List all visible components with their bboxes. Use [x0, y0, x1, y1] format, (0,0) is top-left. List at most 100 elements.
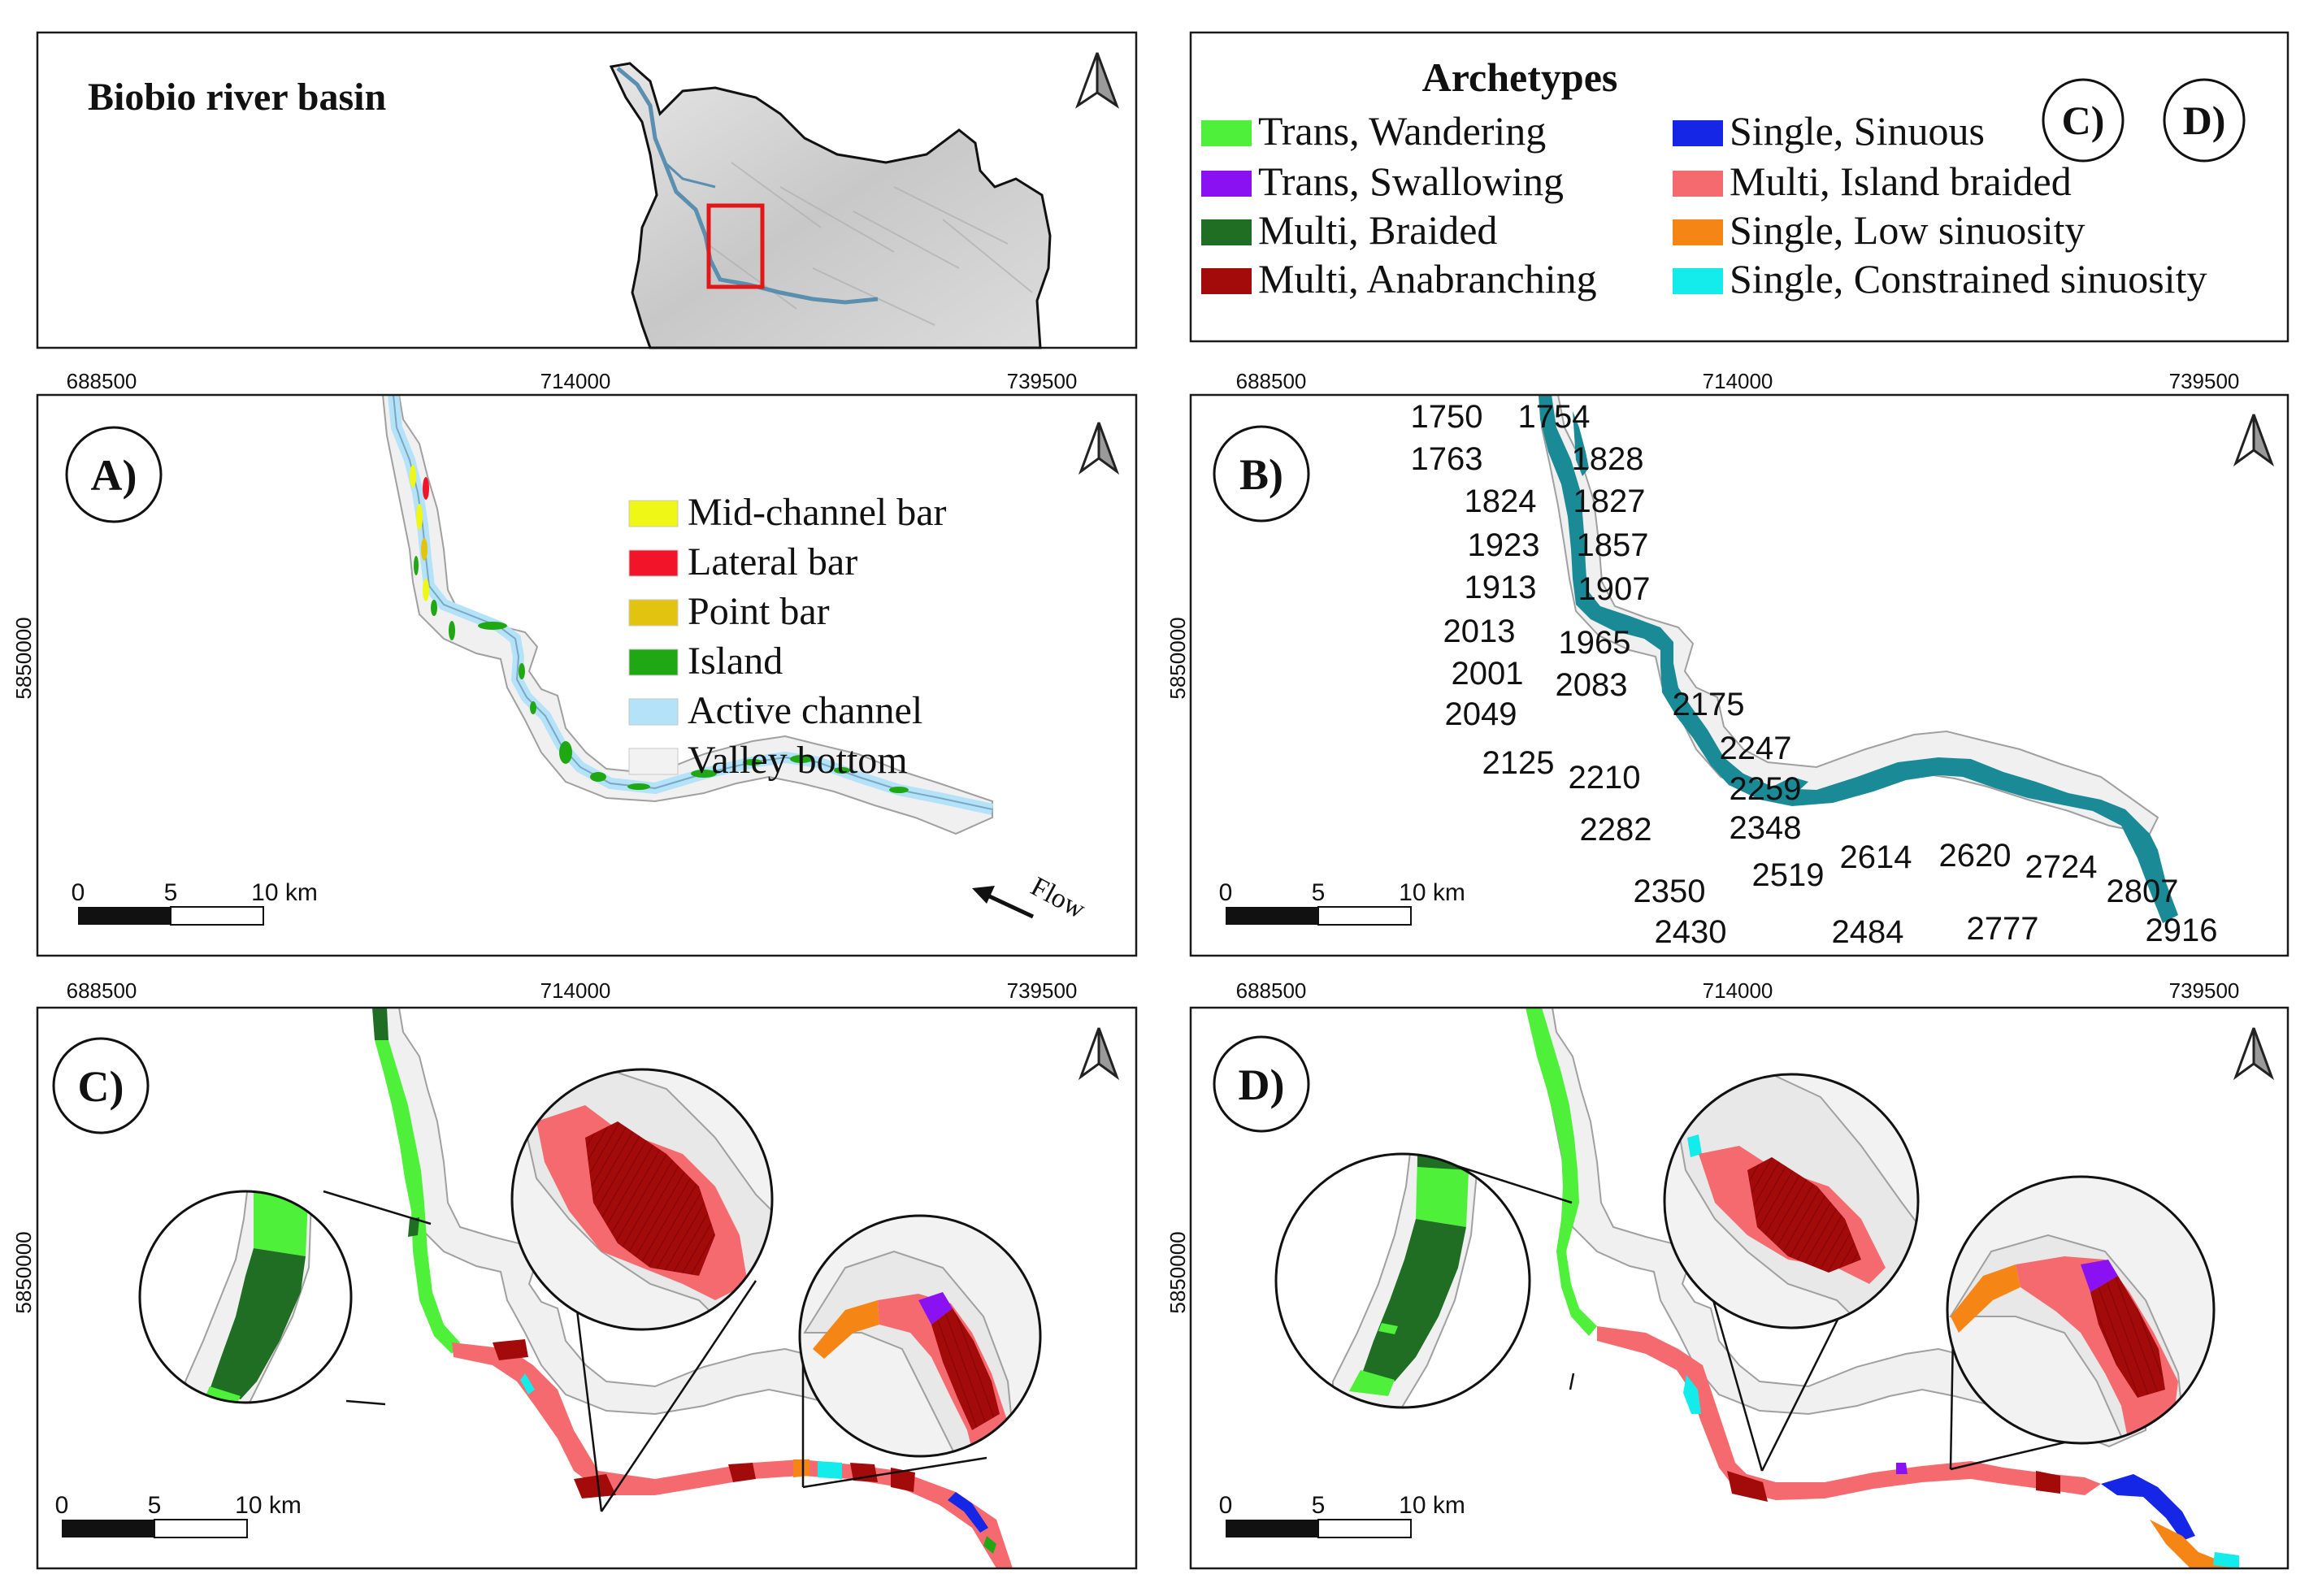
segment-id-label: 1923 [1468, 527, 1540, 563]
svg-text:D): D) [1239, 1060, 1285, 1109]
segment-id-label: 1754 [1518, 399, 1591, 435]
panel-d-x-tick-2: 714000 [1703, 978, 1773, 1003]
legend-swatch [1673, 120, 1723, 146]
panel-d-zoom-island-braided [1946, 1175, 2216, 1445]
legend-item: Multi, Braided [1201, 207, 1497, 253]
segment-id-label: 2210 [1569, 760, 1641, 796]
panel-c-zoom-braided [138, 1190, 353, 1404]
legend-swatch [1201, 171, 1252, 197]
legend-label: Trans, Swallowing [1258, 158, 1564, 204]
segment-id-label: 1827 [1573, 484, 1646, 519]
north-arrow-icon [1078, 422, 1120, 475]
svg-text:5: 5 [1312, 1492, 1326, 1519]
panel-c-label: C) [52, 1037, 150, 1134]
flow-arrow-icon [972, 886, 1035, 919]
panel-b-x-tick-2: 714000 [1703, 369, 1773, 393]
panel-a-scalebar: 0 5 10 km [72, 879, 318, 926]
legend-item: Single, Constrained sinuosity [1673, 256, 2207, 301]
legend-item: Trans, Wandering [1201, 108, 1546, 154]
panel-a-legend-item: Mid-channel bar [628, 491, 947, 534]
segment-id-label: 2777 [1967, 911, 2039, 947]
svg-text:10 km: 10 km [1399, 1492, 1465, 1519]
panel-b-x-tick-1: 688500 [1236, 369, 1307, 393]
panel-a-x-tick-3: 739500 [1007, 369, 1078, 393]
svg-text:10 km: 10 km [235, 1492, 302, 1519]
panel-b-frame [1189, 393, 2289, 957]
panel-b: 688500 714000 739500 5850000 1750 1754 176… [1165, 369, 2289, 957]
segment-id-label: 2247 [1720, 731, 1792, 766]
panel-a-x-tick-2: 714000 [540, 369, 611, 393]
segment-id-label: 2049 [1445, 696, 1517, 732]
panel-b-label: B) [1213, 425, 1310, 523]
svg-text:C): C) [78, 1062, 124, 1111]
panel-a-legend-label: Active channel [688, 689, 922, 732]
panel-c-zoom-anabranching [510, 1068, 774, 1331]
panel-a-map: Mid-channel bar Lateral bar Point bar Islan… [382, 395, 1091, 925]
legend-label: Single, Sinuous [1730, 108, 1985, 154]
panel-c-map [372, 1008, 1013, 1568]
segment-id-label: 1913 [1465, 570, 1537, 605]
north-arrow-icon [1074, 52, 1120, 109]
legend-panel-ref-d: D) [2163, 78, 2246, 163]
basin-river [616, 67, 879, 305]
panel-a-features [410, 465, 909, 793]
svg-text:D): D) [2183, 98, 2226, 143]
svg-text:0: 0 [72, 879, 85, 906]
panel-a-legend-item: Island [628, 640, 783, 683]
study-area-box [706, 203, 765, 289]
svg-text:0: 0 [1219, 879, 1233, 906]
panel-a-legend-label: Island [688, 640, 783, 683]
segment-id-label: 2125 [1482, 745, 1555, 781]
panel-a-legend-label: Valley bottom [688, 739, 908, 782]
segment-id-label: 2430 [1655, 914, 1727, 950]
panel-a-legend-item: Lateral bar [628, 540, 857, 583]
legend-swatch [1673, 268, 1723, 294]
legend-title: Archetypes [1422, 54, 1618, 100]
legend-swatch [1201, 268, 1252, 294]
panel-d-map [1526, 1008, 2239, 1568]
panel-a-legend-item: Point bar [628, 590, 830, 633]
svg-text:0: 0 [55, 1492, 69, 1519]
segment-id-label: 2001 [1452, 656, 1524, 692]
basin-tributary [663, 161, 716, 189]
panel-d-zoom-braided [1274, 1152, 1531, 1409]
segment-id-label: 1763 [1411, 441, 1483, 477]
segment-id-label: 2807 [2107, 874, 2179, 909]
panel-d-zoom-anabranching [1663, 1073, 1920, 1329]
panel-b-x-tick-3: 739500 [2169, 369, 2240, 393]
panel-a-legend-swatch [628, 698, 679, 726]
legend-label: Multi, Island braided [1730, 158, 2072, 204]
legend-panel-ref-c: C) [2042, 78, 2125, 163]
panel-c-callout-lines [323, 1190, 987, 1512]
segment-id-label: 1828 [1572, 441, 1644, 477]
overview-title: Biobio river basin [88, 76, 386, 119]
segment-id-label: 2175 [1673, 687, 1745, 722]
legend-label: Multi, Anabranching [1258, 256, 1597, 301]
svg-text:B): B) [1239, 450, 1283, 499]
svg-text:0: 0 [1219, 1492, 1233, 1519]
panel-a-frame [36, 393, 1138, 957]
segment-id-label: 2282 [1580, 812, 1652, 848]
panel-a-x-tick-1: 688500 [67, 369, 137, 393]
panel-a-y-tick: 5850000 [11, 617, 36, 699]
panel-d-scalebar: 0 5 10 km [1219, 1492, 1465, 1538]
panel-d-y-tick: 5850000 [1165, 1231, 1190, 1313]
segment-id-label: 2013 [1443, 614, 1516, 649]
segment-id-label: 2083 [1556, 667, 1628, 703]
svg-text:10 km: 10 km [251, 879, 318, 906]
panel-c-x-tick-2: 714000 [540, 978, 611, 1003]
svg-text:5: 5 [148, 1492, 162, 1519]
svg-text:5: 5 [1312, 879, 1326, 906]
panel-a-legend-label: Lateral bar [688, 540, 857, 583]
panel-b-y-tick: 5850000 [1165, 617, 1190, 699]
panel-a-legend-swatch [628, 648, 679, 676]
north-arrow-icon [2233, 1027, 2275, 1081]
segment-id-label: 1750 [1411, 399, 1483, 435]
legend-swatch [1201, 219, 1252, 245]
panel-c-scalebar: 0 5 10 km [55, 1492, 302, 1538]
legend-item: Trans, Swallowing [1201, 158, 1564, 204]
panel-c-x-tick-3: 739500 [1007, 978, 1078, 1003]
segment-id-label: 2259 [1730, 771, 1802, 807]
